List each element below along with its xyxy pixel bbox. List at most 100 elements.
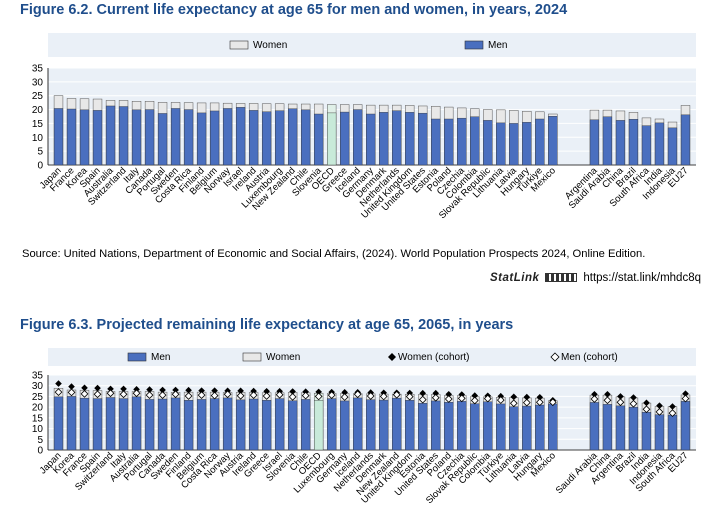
bar-men <box>275 110 285 166</box>
bar-men <box>641 125 652 166</box>
marker-men-cohort <box>275 390 284 399</box>
marker-men-cohort <box>548 398 557 407</box>
bar-men <box>418 403 428 451</box>
marker-women-cohort <box>289 388 296 395</box>
bar-men <box>392 110 402 166</box>
marker-women-cohort <box>630 394 637 401</box>
legend-label-women: Women <box>266 352 300 363</box>
bar-men <box>262 111 272 166</box>
marker-men-cohort <box>483 394 492 403</box>
marker-men-cohort <box>603 396 612 405</box>
y-tick-label: 35 <box>32 371 44 382</box>
bar-men <box>144 109 155 166</box>
bar-men <box>628 119 639 166</box>
marker-men-cohort <box>93 390 102 399</box>
marker-men-cohort <box>158 391 167 400</box>
bar-men <box>53 396 64 451</box>
statlink-url[interactable]: https://stat.link/mhdc8q <box>583 272 701 284</box>
bar-men <box>667 127 678 166</box>
legend-label-women-cohort: Women (cohort) <box>398 352 470 363</box>
bar-men <box>602 404 613 451</box>
marker-men-cohort <box>522 398 531 407</box>
bar-men <box>92 110 103 166</box>
marker-women-cohort <box>237 387 244 395</box>
marker-women-cohort <box>81 384 88 392</box>
statlink[interactable]: StatLink https://stat.link/mhdc8q <box>490 272 701 284</box>
marker-men-cohort <box>405 392 414 401</box>
bar-men <box>615 405 626 451</box>
y-tick-label: 15 <box>32 119 44 130</box>
y-tick-label: 20 <box>32 105 44 116</box>
marker-men-cohort <box>262 392 271 400</box>
marker-men-cohort <box>431 393 440 402</box>
bar-men <box>235 107 246 166</box>
bar-men <box>222 108 233 166</box>
bar-men <box>405 112 415 166</box>
marker-men-cohort <box>392 390 401 399</box>
bar-men <box>301 399 311 451</box>
marker-men-cohort <box>379 392 388 401</box>
y-tick-label: 0 <box>37 446 43 457</box>
marker-men-cohort <box>668 409 677 418</box>
figure1-title: Figure 6.2. Current life expectancy at a… <box>20 2 568 18</box>
marker-men-cohort <box>67 388 76 397</box>
bar-men <box>288 108 298 166</box>
bar-men <box>379 399 389 451</box>
marker-women-cohort <box>250 387 257 395</box>
bar-men <box>496 122 506 166</box>
marker-men-cohort <box>210 391 219 400</box>
marker-men-cohort <box>145 391 154 400</box>
bar-men <box>170 397 181 451</box>
marker-men-cohort <box>314 392 323 401</box>
bar-men <box>522 405 532 451</box>
y-tick-label: 20 <box>32 403 44 414</box>
marker-men-cohort <box>80 389 89 398</box>
marker-men-cohort <box>106 389 115 398</box>
bar-men <box>275 398 285 451</box>
bar-men <box>314 113 324 166</box>
marker-women-cohort <box>591 390 598 398</box>
y-tick-label: 0 <box>37 161 43 172</box>
marker-men-cohort <box>54 388 63 397</box>
marker-women-cohort <box>656 402 663 409</box>
legend-band <box>48 348 696 366</box>
marker-women-cohort <box>159 386 166 394</box>
bar-men <box>170 108 181 166</box>
bar-men <box>680 401 691 451</box>
legend-swatch-women <box>242 352 262 362</box>
marker-women-cohort <box>643 399 650 407</box>
marker-men-cohort <box>496 396 505 404</box>
bar-men <box>340 400 350 451</box>
bar-men <box>105 105 116 166</box>
bar-men <box>548 403 558 451</box>
marker-men-cohort <box>340 393 349 401</box>
bar-men <box>183 400 194 451</box>
bar-men <box>157 398 168 451</box>
y-tick-label: 10 <box>32 133 44 144</box>
bar-men <box>196 112 207 166</box>
marker-men-cohort <box>681 394 690 403</box>
figure1-source: Source: United Nations, Department of Ec… <box>22 248 646 260</box>
legend-swatch-women <box>229 40 249 50</box>
bar-men <box>483 120 493 166</box>
y-tick-label: 5 <box>37 435 43 446</box>
marker-women-cohort <box>211 387 218 394</box>
bar-men <box>444 402 454 451</box>
bar-men <box>509 406 519 451</box>
legend-swatch-men <box>127 352 147 362</box>
marker-women-cohort <box>669 403 676 410</box>
marker-women-cohort <box>604 390 611 398</box>
bar-men <box>654 122 665 166</box>
marker-men-cohort <box>249 391 258 400</box>
marker-men-cohort <box>509 399 518 408</box>
bar-men <box>602 116 613 166</box>
bar-men <box>589 402 600 451</box>
bar-men <box>444 118 454 166</box>
y-tick-label: 25 <box>32 392 44 403</box>
bar-men <box>288 400 298 451</box>
bar-men <box>431 400 441 451</box>
bar-men <box>209 398 220 451</box>
bar-men <box>379 112 389 166</box>
marker-men-cohort <box>535 398 544 407</box>
bar-men <box>366 399 376 451</box>
